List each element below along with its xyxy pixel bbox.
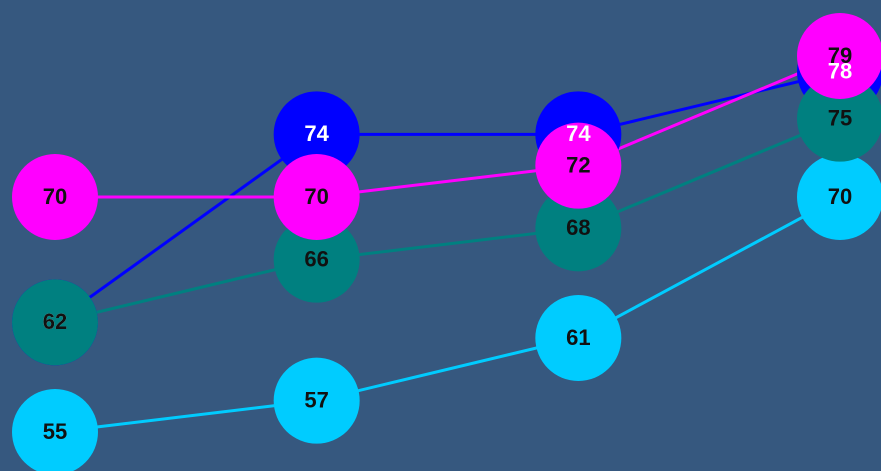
point: [535, 122, 622, 209]
data-label: 70: [304, 184, 328, 209]
lines: [54, 54, 841, 434]
point: [535, 295, 622, 381]
data-label: 62: [43, 309, 67, 334]
data-label: 72: [566, 152, 590, 177]
series-line: [54, 70, 841, 324]
series-line: [54, 195, 841, 434]
data-label: 61: [566, 325, 590, 350]
data-label: 79: [828, 43, 852, 68]
point: [12, 279, 98, 366]
data-label: 78: [828, 58, 852, 83]
data-label: 74: [566, 121, 591, 146]
series-line: [55, 54, 841, 199]
point: [535, 185, 622, 272]
data-label: 68: [566, 215, 590, 240]
point: [273, 357, 360, 444]
data-label: 75: [828, 105, 852, 130]
point: [12, 154, 98, 240]
point: [797, 154, 881, 240]
point: [273, 216, 360, 303]
data-label: 70: [828, 184, 852, 209]
data-label: 55: [43, 419, 67, 444]
series-line: [54, 117, 841, 324]
markers: [12, 13, 881, 471]
data-label: 70: [43, 184, 67, 209]
data-label: 62: [43, 309, 67, 334]
point: [797, 75, 881, 162]
point: [273, 154, 360, 240]
point: [12, 389, 98, 471]
point: [273, 91, 360, 178]
data-label: 57: [304, 387, 328, 412]
data-label: 74: [304, 121, 329, 146]
point: [797, 13, 881, 99]
data-label: 66: [304, 246, 328, 271]
